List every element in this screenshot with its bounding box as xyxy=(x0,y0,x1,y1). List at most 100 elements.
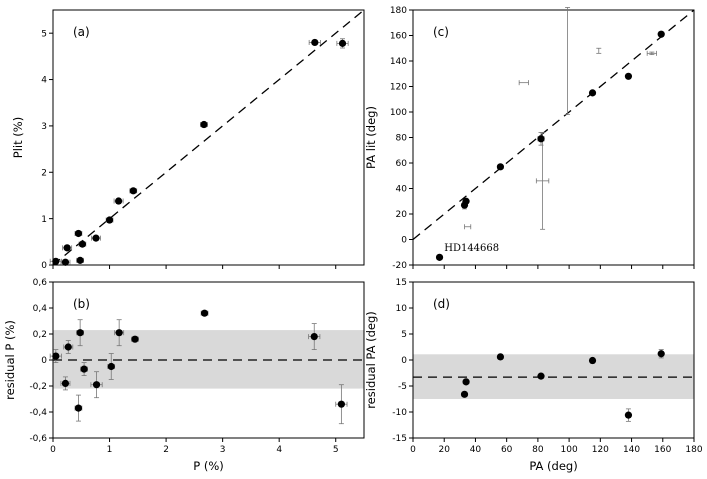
y-tick-label: 0 xyxy=(41,356,47,366)
data-point xyxy=(588,89,597,97)
data-point xyxy=(335,384,348,425)
y-tick-label: 160 xyxy=(390,32,407,42)
y-tick-label: -0,6 xyxy=(29,434,47,444)
y-tick-label: 15 xyxy=(396,278,407,288)
y-tick-label: 60 xyxy=(396,159,408,169)
error-bar xyxy=(518,80,529,86)
data-point-marker xyxy=(63,244,71,252)
y-tick-label: -15 xyxy=(392,434,407,444)
data-point xyxy=(624,72,633,80)
data-point-marker xyxy=(64,343,72,351)
data-point-marker xyxy=(200,309,209,317)
data-point xyxy=(76,256,84,264)
data-point-marker xyxy=(74,229,83,238)
data-point xyxy=(107,353,116,380)
data-point xyxy=(462,378,470,386)
data-point-marker xyxy=(52,352,60,360)
y-tick-label: 5 xyxy=(401,330,407,340)
reference-line xyxy=(412,9,695,241)
data-point-marker xyxy=(462,197,470,205)
data-point-marker xyxy=(107,362,115,371)
data-point-marker xyxy=(78,240,87,248)
data-point xyxy=(78,240,87,248)
data-point-marker xyxy=(657,30,665,38)
data-point-marker xyxy=(129,187,137,195)
x-tick-label: 4 xyxy=(276,445,282,455)
y-tick-label: -0,2 xyxy=(29,382,47,392)
data-point xyxy=(537,372,545,380)
data-point xyxy=(435,253,444,261)
y-axis-label: PA lit (deg) xyxy=(364,106,378,169)
data-point xyxy=(657,349,665,359)
x-tick-label: 80 xyxy=(532,445,544,455)
error-bar xyxy=(646,50,657,56)
data-point-marker xyxy=(92,381,101,389)
axes-frame xyxy=(52,9,365,266)
data-point xyxy=(76,319,84,347)
data-point-marker xyxy=(310,333,318,341)
x-tick-label: 40 xyxy=(470,445,482,455)
data-point xyxy=(200,120,208,129)
data-point xyxy=(74,394,83,422)
error-bar xyxy=(535,131,550,230)
y-tick-label: 4 xyxy=(41,76,47,86)
data-point xyxy=(74,229,83,238)
data-point xyxy=(63,340,74,354)
y-tick-label: 2 xyxy=(41,168,47,178)
x-tick-label: 180 xyxy=(685,445,702,455)
data-point-marker xyxy=(311,38,319,47)
data-point-marker xyxy=(537,372,545,380)
x-tick-label: 2 xyxy=(163,445,169,455)
data-point-marker xyxy=(92,234,100,242)
data-point-marker xyxy=(76,329,84,337)
panel-label: (c) xyxy=(433,25,449,39)
y-tick-label: -10 xyxy=(392,408,407,418)
data-point-marker xyxy=(624,72,633,80)
y-axis-label: residual P (%) xyxy=(3,320,17,400)
data-point-marker xyxy=(74,404,83,412)
y-tick-label: 120 xyxy=(390,83,407,93)
y-tick-label: 3 xyxy=(41,122,47,132)
x-tick-label: 160 xyxy=(654,445,671,455)
x-tick-label: 60 xyxy=(501,445,513,455)
data-point xyxy=(113,197,124,205)
y-tick-label: 0,2 xyxy=(33,330,47,340)
data-point xyxy=(90,371,103,399)
y-tick-label: 100 xyxy=(390,108,407,118)
x-tick-label: 120 xyxy=(592,445,609,455)
x-tick-label: 3 xyxy=(220,445,226,455)
data-point-marker xyxy=(200,120,208,129)
error-bar xyxy=(464,224,472,230)
data-point-marker xyxy=(105,216,114,224)
data-point-marker xyxy=(435,253,444,261)
data-point xyxy=(129,187,138,195)
x-axis-label: P (%) xyxy=(193,459,224,473)
x-tick-label: 20 xyxy=(438,445,450,455)
y-tick-label: 140 xyxy=(390,57,407,67)
data-point xyxy=(105,216,114,224)
data-point xyxy=(657,30,665,38)
data-point-marker xyxy=(496,163,505,171)
panel-label: (d) xyxy=(433,297,450,311)
x-axis-label: PA (deg) xyxy=(529,459,577,473)
data-point xyxy=(308,38,321,47)
data-point-marker xyxy=(131,335,139,343)
axes-frame xyxy=(412,9,695,266)
data-point-marker xyxy=(460,390,469,398)
panel-d: 0 20 40 60 80 100 120 140 160 180 -15 -10 -5 0 5 10 15 re… xyxy=(364,278,703,473)
y-tick-label: 0,6 xyxy=(33,278,48,288)
y-tick-label: 80 xyxy=(396,134,408,144)
y-tick-label: 1 xyxy=(41,215,47,225)
error-bar xyxy=(596,47,602,54)
data-point xyxy=(60,376,71,391)
data-point xyxy=(496,163,505,171)
y-axis-label: Plit (%) xyxy=(11,117,25,158)
panel-c: -20 0 20 40 60 80 100 120 140 160 180 PA lit (deg) (… xyxy=(364,6,695,271)
data-point xyxy=(49,349,62,364)
y-tick-label: 5 xyxy=(41,29,47,39)
data-point xyxy=(624,408,633,422)
data-point-marker xyxy=(52,257,60,265)
data-point-marker xyxy=(462,378,470,386)
x-tick-label: 100 xyxy=(561,445,578,455)
data-point xyxy=(496,353,505,361)
